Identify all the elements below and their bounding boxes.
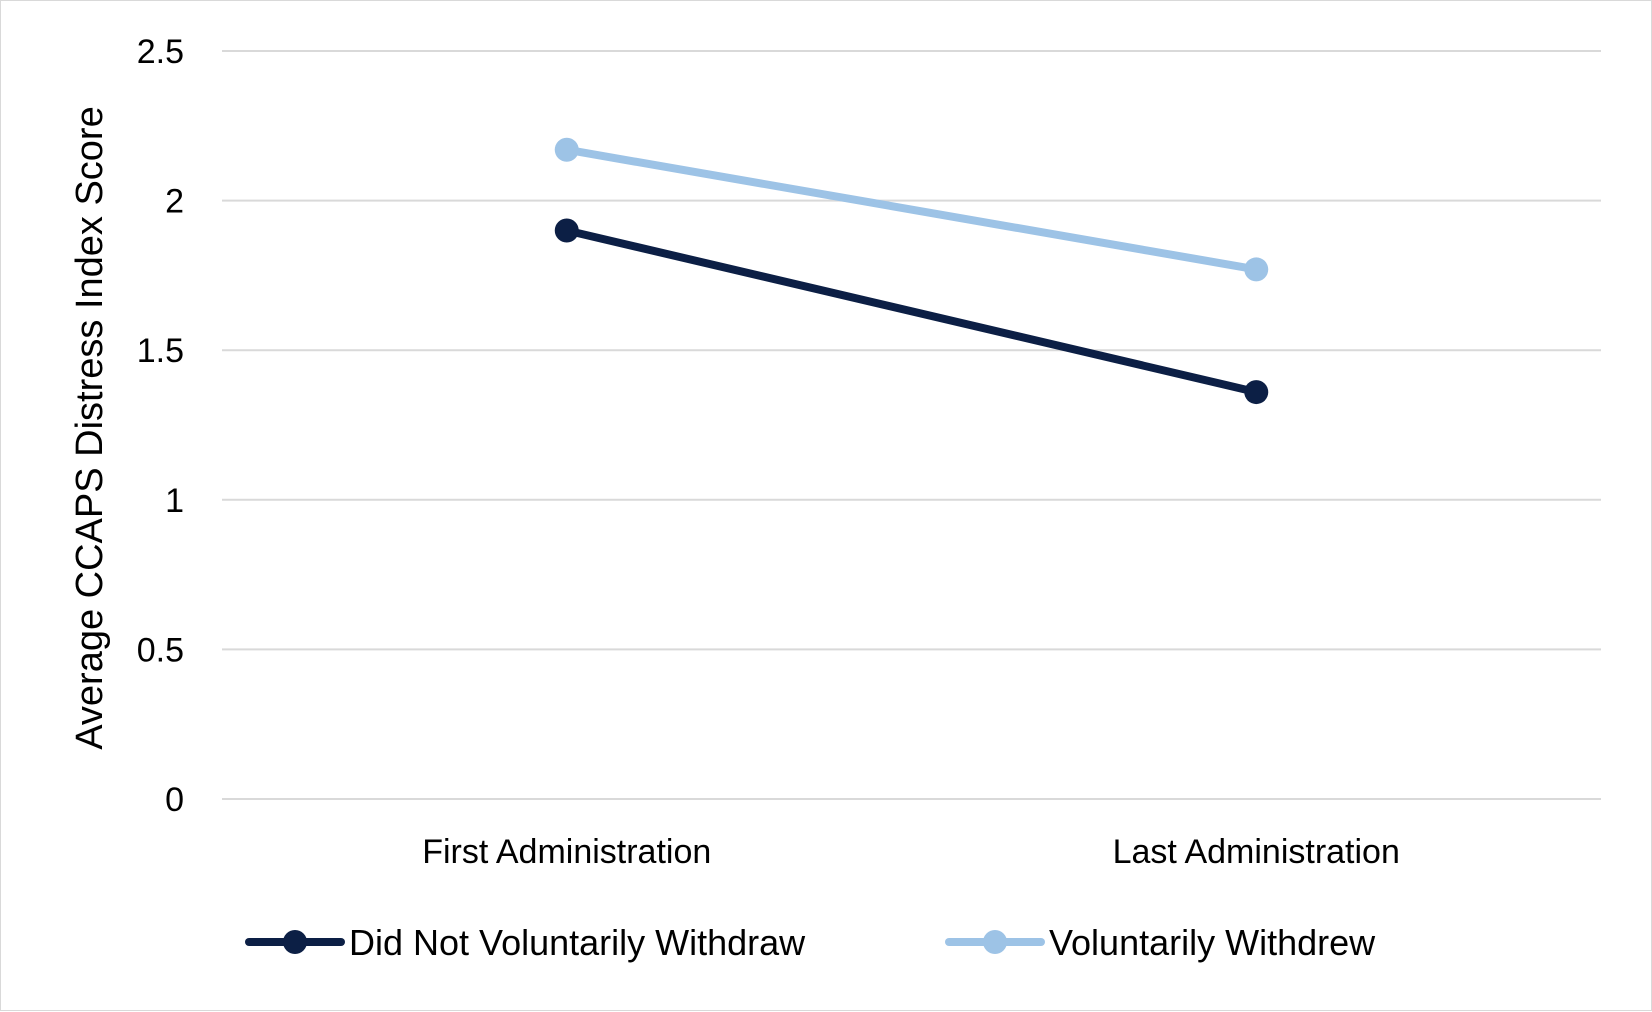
- y-tick-label: 2.5: [137, 33, 184, 71]
- y-tick-label: 2: [165, 183, 184, 221]
- y-tick-label: 0.5: [137, 631, 184, 669]
- x-tick-label: Last Administration: [1113, 833, 1400, 871]
- x-axis-ticks: First Administration Last Administration: [422, 833, 1400, 871]
- series-line: [562, 226, 1261, 397]
- series-1: [554, 218, 1269, 405]
- data-point: [1244, 380, 1269, 405]
- y-axis-ticks: 0 0.5 1 1.5 2 2.5: [137, 33, 184, 819]
- legend: Did Not Voluntarily Withdraw Voluntarily …: [245, 922, 1376, 963]
- data-point: [1244, 257, 1269, 282]
- legend-item: Voluntarily Withdrew: [945, 922, 1376, 963]
- series-line: [562, 145, 1261, 274]
- x-tick-label: First Administration: [422, 833, 711, 871]
- y-tick-label: 1.5: [137, 332, 184, 370]
- series-lines: [554, 137, 1269, 405]
- series-2: [554, 137, 1269, 282]
- y-tick-label: 0: [165, 781, 184, 819]
- legend-swatch-marker: [283, 930, 307, 954]
- legend-label: Voluntarily Withdrew: [1049, 922, 1376, 963]
- legend-swatch-marker: [983, 930, 1007, 954]
- data-point: [554, 137, 579, 162]
- legend-label: Did Not Voluntarily Withdraw: [349, 922, 806, 963]
- y-tick-label: 1: [165, 482, 184, 520]
- legend-item: Did Not Voluntarily Withdraw: [245, 922, 806, 963]
- gridlines: [222, 50, 1601, 800]
- y-axis-title: Average CCAPS Distress Index Score: [69, 106, 111, 749]
- data-point: [554, 218, 579, 243]
